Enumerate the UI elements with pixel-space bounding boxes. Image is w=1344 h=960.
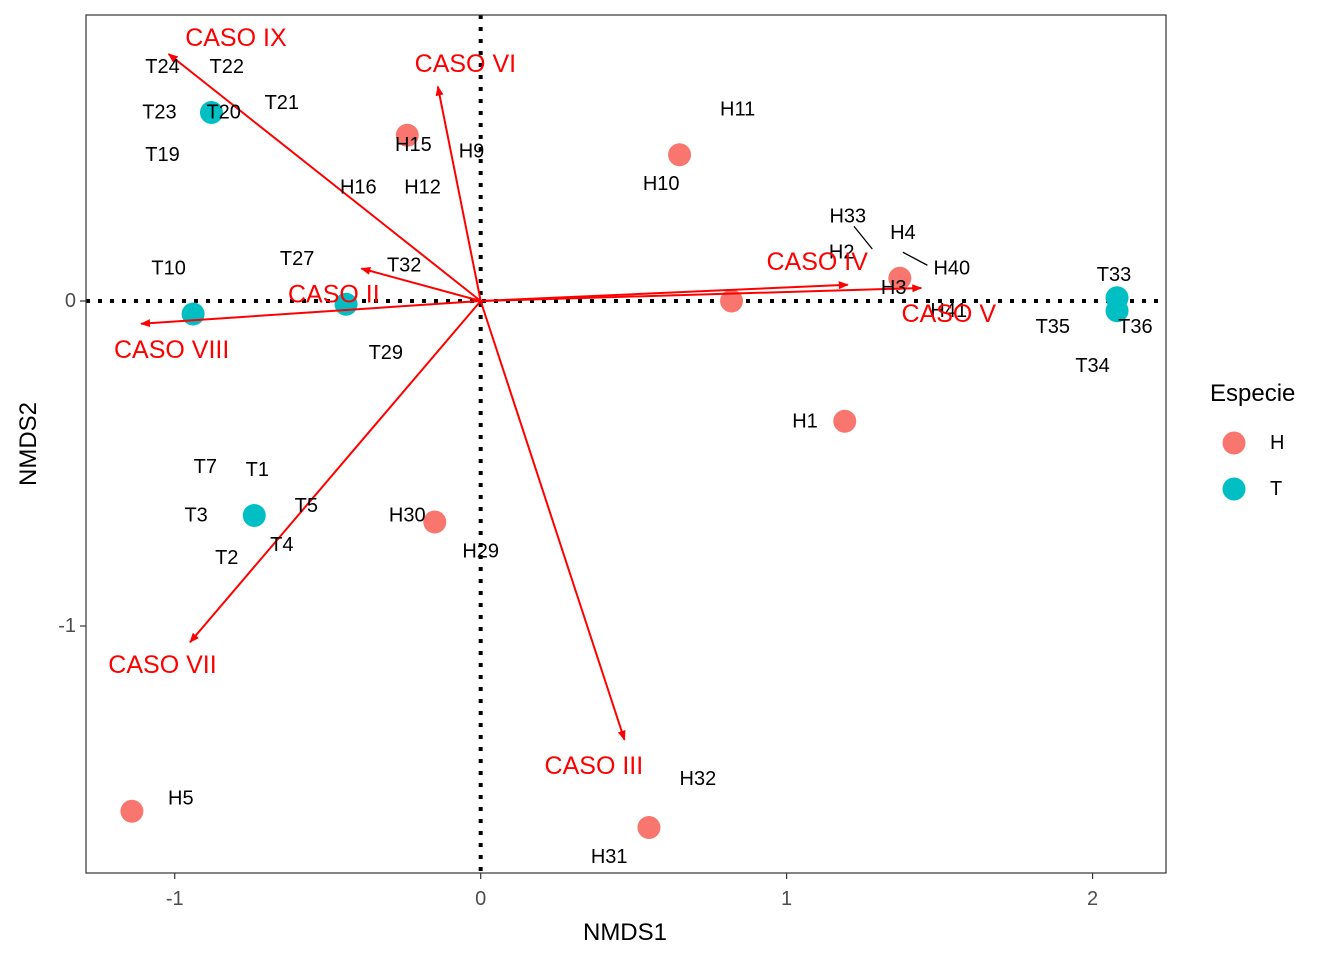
data-point-t <box>242 504 266 527</box>
data-point-h <box>833 409 857 433</box>
data-point-h <box>637 816 661 839</box>
point-label: H1 <box>792 410 818 432</box>
point-label: T7 <box>194 456 217 478</box>
x-tick-label: 0 <box>475 888 486 910</box>
point-label: H10 <box>643 173 680 195</box>
leader-line <box>902 251 928 266</box>
point-label: H11 <box>720 98 755 120</box>
point-label: H9 <box>459 141 485 163</box>
point-label: H40 <box>933 258 970 280</box>
y-tick-label: -1 <box>58 615 76 637</box>
vector-label: CASO IV <box>767 248 869 276</box>
point-label: H16 <box>340 176 377 198</box>
data-point-h <box>888 266 912 290</box>
point-label: T20 <box>206 102 240 124</box>
data-point-t <box>1105 299 1129 323</box>
vector-arrow <box>140 300 481 328</box>
vector-arrow <box>479 300 626 741</box>
data-point-h <box>423 510 447 534</box>
y-axis-title: NMDS2 <box>15 402 42 486</box>
point-label: H30 <box>389 505 426 527</box>
leader-line <box>853 225 873 250</box>
x-axis-title: NMDS1 <box>583 919 667 946</box>
axes: NMDS1 NMDS2 -1 0 1 2 -1 0 <box>15 14 1167 946</box>
plot-area: T24 T22 T20 T23 T21 T19 H16 H12 H15 H9 H11 H10 H33 H4… <box>86 15 1166 873</box>
vector-arrow <box>167 53 482 302</box>
point-label: T35 <box>1036 316 1070 338</box>
data-point-h <box>668 143 692 167</box>
vector-label: CASO IX <box>185 24 287 52</box>
point-label: H29 <box>462 540 499 562</box>
point-label: T4 <box>270 534 293 556</box>
vector-arrow <box>360 267 481 302</box>
point-label: T1 <box>246 459 269 481</box>
point-label: H3 <box>881 277 907 299</box>
y-tick-label: 0 <box>65 290 76 312</box>
legend-label-h: H <box>1270 432 1284 454</box>
point-label: T22 <box>210 56 244 78</box>
point-label: T33 <box>1097 264 1131 286</box>
data-point-t <box>199 101 223 124</box>
point-label: T10 <box>151 258 185 280</box>
point-label: H4 <box>890 222 916 244</box>
point-label: H2 <box>829 241 855 263</box>
point-label: T2 <box>215 547 238 569</box>
vector-label: CASO VIII <box>114 336 229 364</box>
point-label: T21 <box>265 92 299 114</box>
point-label: T19 <box>145 144 179 166</box>
x-tick-label: 1 <box>781 888 792 910</box>
point-label: T3 <box>184 505 207 527</box>
legend-key-t <box>1222 477 1246 501</box>
vector-arrow <box>480 284 923 302</box>
vector-arrow <box>435 85 482 302</box>
point-label: T32 <box>387 254 421 276</box>
vector-label: CASO VII <box>108 651 216 679</box>
legend-title: Especie <box>1210 380 1295 407</box>
point-label: H33 <box>829 206 866 228</box>
legend-key-h <box>1222 431 1246 455</box>
point-label: T36 <box>1118 316 1152 338</box>
point-label: H12 <box>404 176 441 198</box>
data-point-h <box>720 289 744 313</box>
vector-label: CASO VI <box>415 50 516 78</box>
data-point-t <box>181 302 205 326</box>
data-point-h <box>120 799 144 823</box>
x-tick-label: 2 <box>1087 888 1098 910</box>
point-label: H32 <box>680 768 717 790</box>
vector-arrow <box>189 300 482 644</box>
panel-border <box>85 14 1167 874</box>
point-label: T5 <box>295 495 318 517</box>
point-label: T34 <box>1075 355 1109 377</box>
point-label: T29 <box>369 342 403 364</box>
point-label: H31 <box>591 846 628 868</box>
legend-label-t: T <box>1270 478 1282 500</box>
point-label: T23 <box>142 102 176 124</box>
legend: Especie H T <box>1210 380 1295 501</box>
vector-label: CASO II <box>288 281 380 309</box>
vector-label: CASO III <box>545 752 644 780</box>
x-tick-label: -1 <box>166 888 184 910</box>
point-label: H5 <box>168 787 194 809</box>
point-label: H41 <box>930 300 967 322</box>
point-label: T24 <box>145 56 179 78</box>
vector-label: CASO V <box>902 300 997 328</box>
data-point-h <box>395 123 419 147</box>
point-label: H15 <box>395 134 432 156</box>
point-label: T27 <box>280 248 314 270</box>
